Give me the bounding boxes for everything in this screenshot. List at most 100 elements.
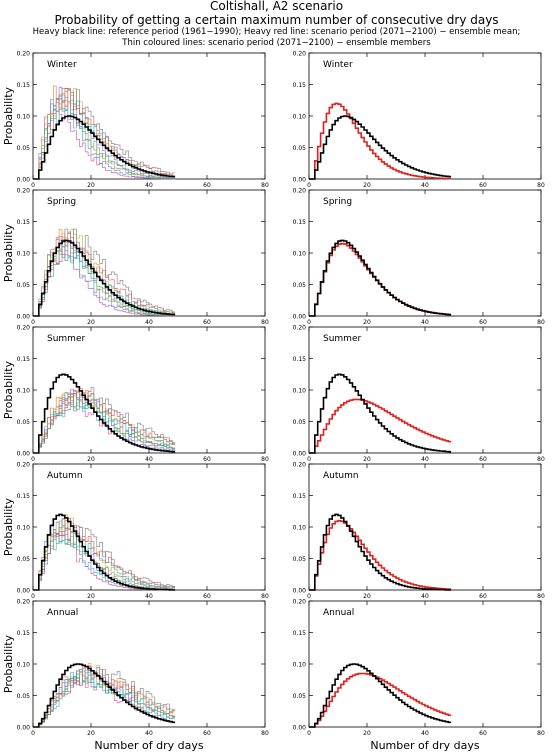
y-axis-label: Probability [2, 86, 15, 145]
y-tick-label: 0.10 [293, 525, 307, 532]
member-series-line [33, 229, 176, 317]
x-tick-label: 60 [479, 319, 487, 326]
x-tick-label: 60 [203, 319, 211, 326]
panel-annual-left: 0.00 0.05 0.10 0.15 0.20 0 20 40 60 80 Annual Proba… [2, 599, 269, 753]
x-tick-label: 60 [479, 593, 487, 600]
reference-line [309, 513, 452, 591]
legend-line-2: Thin coloured lines: scenario period (20… [122, 38, 431, 48]
y-tick-label: 0.20 [293, 51, 307, 58]
panel-annual-right: 0.00 0.05 0.10 0.15 0.20 0 20 40 60 80 Annual Numbe… [293, 599, 545, 753]
member-series-line [33, 237, 176, 317]
reference-line [33, 239, 176, 317]
x-tick-label: 20 [87, 182, 95, 189]
y-tick-label: 0.20 [293, 599, 307, 606]
panel-winter-left: 0.00 0.05 0.10 0.15 0.20 0 20 40 60 80 Winter Proba… [2, 51, 269, 190]
member-series-line [33, 671, 176, 728]
y-tick-label: 0.15 [17, 630, 31, 637]
y-tick-label: 0.20 [293, 462, 307, 469]
ensemble-mean-line [309, 398, 452, 454]
y-axis-label: Probability [2, 223, 15, 282]
y-tick-label: 0.15 [293, 82, 307, 89]
ensemble-mean-line [309, 672, 452, 728]
reference-line [309, 239, 452, 317]
x-tick-label: 20 [363, 730, 371, 737]
y-axis-label: Probability [2, 360, 15, 419]
member-series-line [33, 88, 176, 180]
panel-label: Summer [323, 334, 361, 344]
x-tick-label: 60 [203, 593, 211, 600]
panel-autumn-left: 0.00 0.05 0.10 0.15 0.20 0 20 40 60 80 Autumn Proba… [2, 462, 269, 601]
reference-line [33, 373, 176, 454]
member-series-line [33, 390, 176, 454]
x-tick-label: 80 [261, 730, 269, 737]
reference-line [309, 663, 452, 728]
member-series-line [33, 393, 176, 454]
x-tick-label: 20 [87, 593, 95, 600]
reference-line [33, 115, 176, 180]
y-tick-label: 0.15 [293, 219, 307, 226]
x-tick-label: 40 [145, 730, 153, 737]
member-series-line [33, 667, 176, 728]
y-tick-label: 0.10 [17, 388, 31, 395]
x-tick-label: 0 [31, 730, 35, 737]
x-tick-label: 60 [479, 456, 487, 463]
x-tick-label: 0 [307, 182, 311, 189]
y-tick-label: 0.15 [17, 493, 31, 500]
x-axis-label: Number of dry days [94, 739, 204, 752]
x-tick-label: 0 [307, 319, 311, 326]
ensemble-mean-line [309, 102, 452, 180]
x-tick-label: 60 [479, 182, 487, 189]
x-tick-label: 40 [145, 182, 153, 189]
member-series-line [33, 388, 176, 454]
x-tick-label: 80 [537, 730, 545, 737]
y-tick-label: 0.20 [293, 325, 307, 332]
x-axis-label: Number of dry days [370, 739, 480, 752]
y-tick-label: 0.05 [293, 419, 307, 426]
member-series-line [33, 95, 176, 180]
y-tick-label: 0.10 [293, 114, 307, 121]
x-tick-label: 20 [363, 456, 371, 463]
reference-line [309, 373, 452, 454]
member-series-line [33, 671, 176, 728]
y-tick-label: 0.00 [293, 314, 307, 321]
y-tick-label: 0.10 [293, 251, 307, 258]
y-axis-label: Probability [2, 497, 15, 556]
y-tick-label: 0.05 [17, 556, 31, 563]
panel-label: Autumn [323, 471, 359, 481]
x-tick-label: 0 [307, 593, 311, 600]
y-tick-label: 0.20 [17, 51, 31, 58]
x-tick-label: 80 [537, 456, 545, 463]
panel-winter-right: 0.00 0.05 0.10 0.15 0.20 0 20 40 60 80 Winter [293, 51, 545, 190]
x-tick-label: 40 [421, 730, 429, 737]
member-series-line [33, 518, 176, 591]
reference-line [309, 115, 452, 180]
y-tick-label: 0.00 [17, 725, 31, 732]
y-tick-label: 0.00 [293, 725, 307, 732]
x-tick-label: 80 [261, 319, 269, 326]
x-tick-label: 40 [421, 456, 429, 463]
ensemble-mean-line [309, 519, 452, 591]
reference-line [33, 663, 176, 728]
y-tick-label: 0.10 [17, 525, 31, 532]
reference-line [33, 513, 176, 591]
plot-frame [308, 463, 542, 591]
y-tick-label: 0.15 [293, 493, 307, 500]
x-tick-label: 60 [479, 730, 487, 737]
figure-subtitle: Probability of getting a certain maximum… [54, 13, 499, 27]
y-tick-label: 0.20 [17, 599, 31, 606]
panel-autumn-right: 0.00 0.05 0.10 0.15 0.20 0 20 40 60 80 Autumn [293, 462, 545, 601]
x-tick-label: 40 [145, 456, 153, 463]
y-tick-label: 0.00 [293, 588, 307, 595]
x-tick-label: 60 [203, 730, 211, 737]
member-series-line [33, 229, 176, 317]
panel-label: Annual [323, 608, 354, 618]
member-series-line [33, 520, 176, 591]
x-tick-label: 40 [145, 593, 153, 600]
x-tick-label: 80 [261, 182, 269, 189]
panel-spring-right: 0.00 0.05 0.10 0.15 0.20 0 20 40 60 80 Spring [293, 188, 545, 327]
x-tick-label: 60 [203, 456, 211, 463]
y-tick-label: 0.10 [293, 388, 307, 395]
x-tick-label: 60 [203, 182, 211, 189]
y-tick-label: 0.05 [293, 145, 307, 152]
x-tick-label: 80 [537, 319, 545, 326]
